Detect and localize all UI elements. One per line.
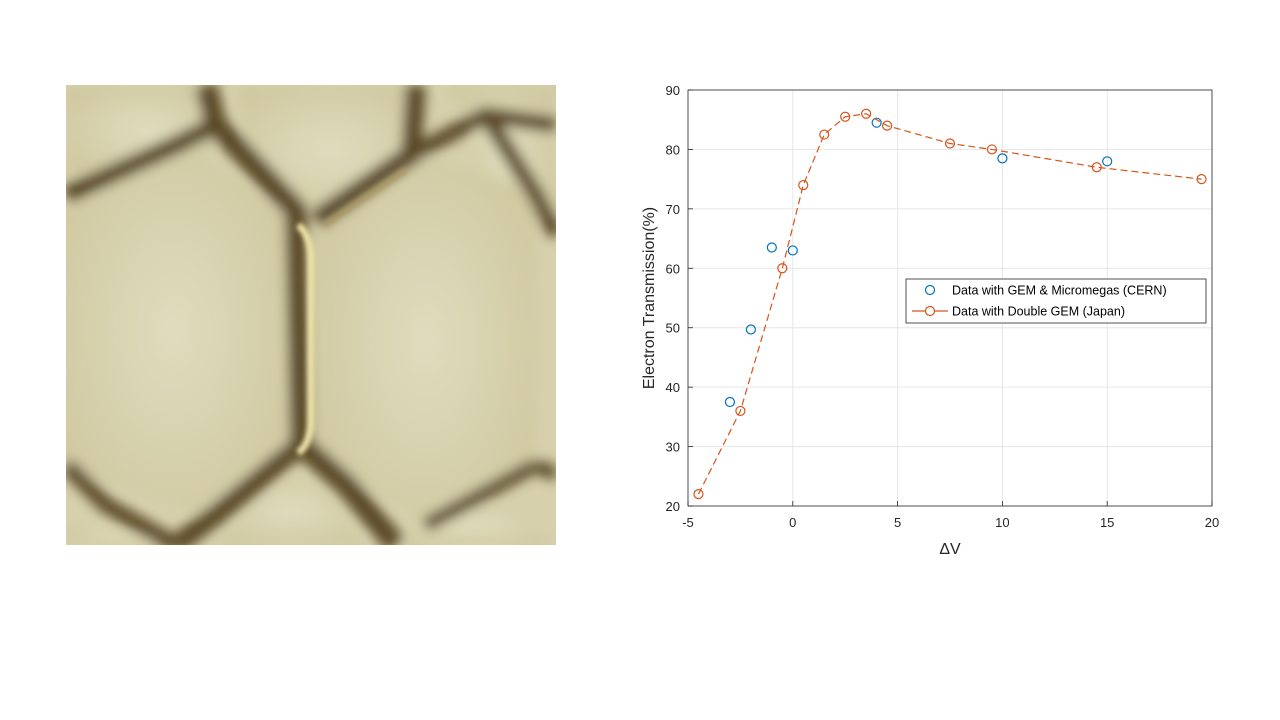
legend-item: Data with GEM & Micromegas (CERN) [924,284,1167,298]
series-1 [724,117,1113,408]
data-point [1091,162,1102,173]
legend-marker [924,305,936,317]
mesh-highlight [295,167,408,456]
y-tick-label: 20 [666,499,680,514]
data-point [986,144,998,155]
data-point [840,111,851,122]
series-2 [693,108,1207,500]
data-point [861,108,872,119]
x-tick-label: 15 [1100,515,1114,530]
legend-item: Data with Double GEM (Japan) [912,305,1125,319]
data-point [1196,174,1207,185]
x-axis-label: ΔV [939,541,961,558]
y-axis-label: Electron Transmission(%) [641,207,658,389]
x-tick-label: 0 [789,515,796,530]
y-axis-ticks: 20 30 40 50 60 70 80 90 [666,83,693,514]
y-tick-label: 50 [666,321,680,336]
data-point [777,263,788,274]
data-point [766,242,777,253]
mesh-bars [66,85,556,545]
y-tick-label: 70 [666,202,680,217]
chart-series [693,108,1207,500]
x-tick-label: 5 [894,515,901,530]
y-tick-label: 60 [666,261,680,276]
data-point [724,396,736,408]
data-point [871,117,882,128]
data-point [787,245,798,256]
y-tick-label: 30 [666,440,680,455]
y-tick-label: 90 [666,83,680,98]
data-point [944,138,956,149]
mesh-image [66,85,556,545]
legend-box [905,278,1207,324]
y-tick-label: 80 [666,142,680,157]
data-point [819,129,830,140]
data-point [997,153,1008,164]
data-point [693,489,704,500]
y-tick-label: 40 [666,380,680,395]
series-line [697,113,1202,495]
x-tick-label: 10 [995,515,1009,530]
legend-label: Data with GEM & Micromegas (CERN) [952,284,1167,298]
data-point [882,120,893,131]
data-point [735,405,746,417]
x-tick-label: 20 [1205,515,1219,530]
x-tick-label: -5 [682,515,694,530]
data-point [1102,156,1113,167]
legend: Data with GEM & Micromegas (CERN) Data wi… [905,278,1207,324]
x-axis-ticks: -5 0 5 10 15 20 [682,501,1219,530]
hexagonal-mesh-photo [66,85,556,545]
data-point [745,324,756,335]
legend-marker [924,284,936,296]
plot-axes-box [687,89,1213,507]
data-point [798,179,809,191]
legend-label: Data with Double GEM (Japan) [952,305,1125,319]
